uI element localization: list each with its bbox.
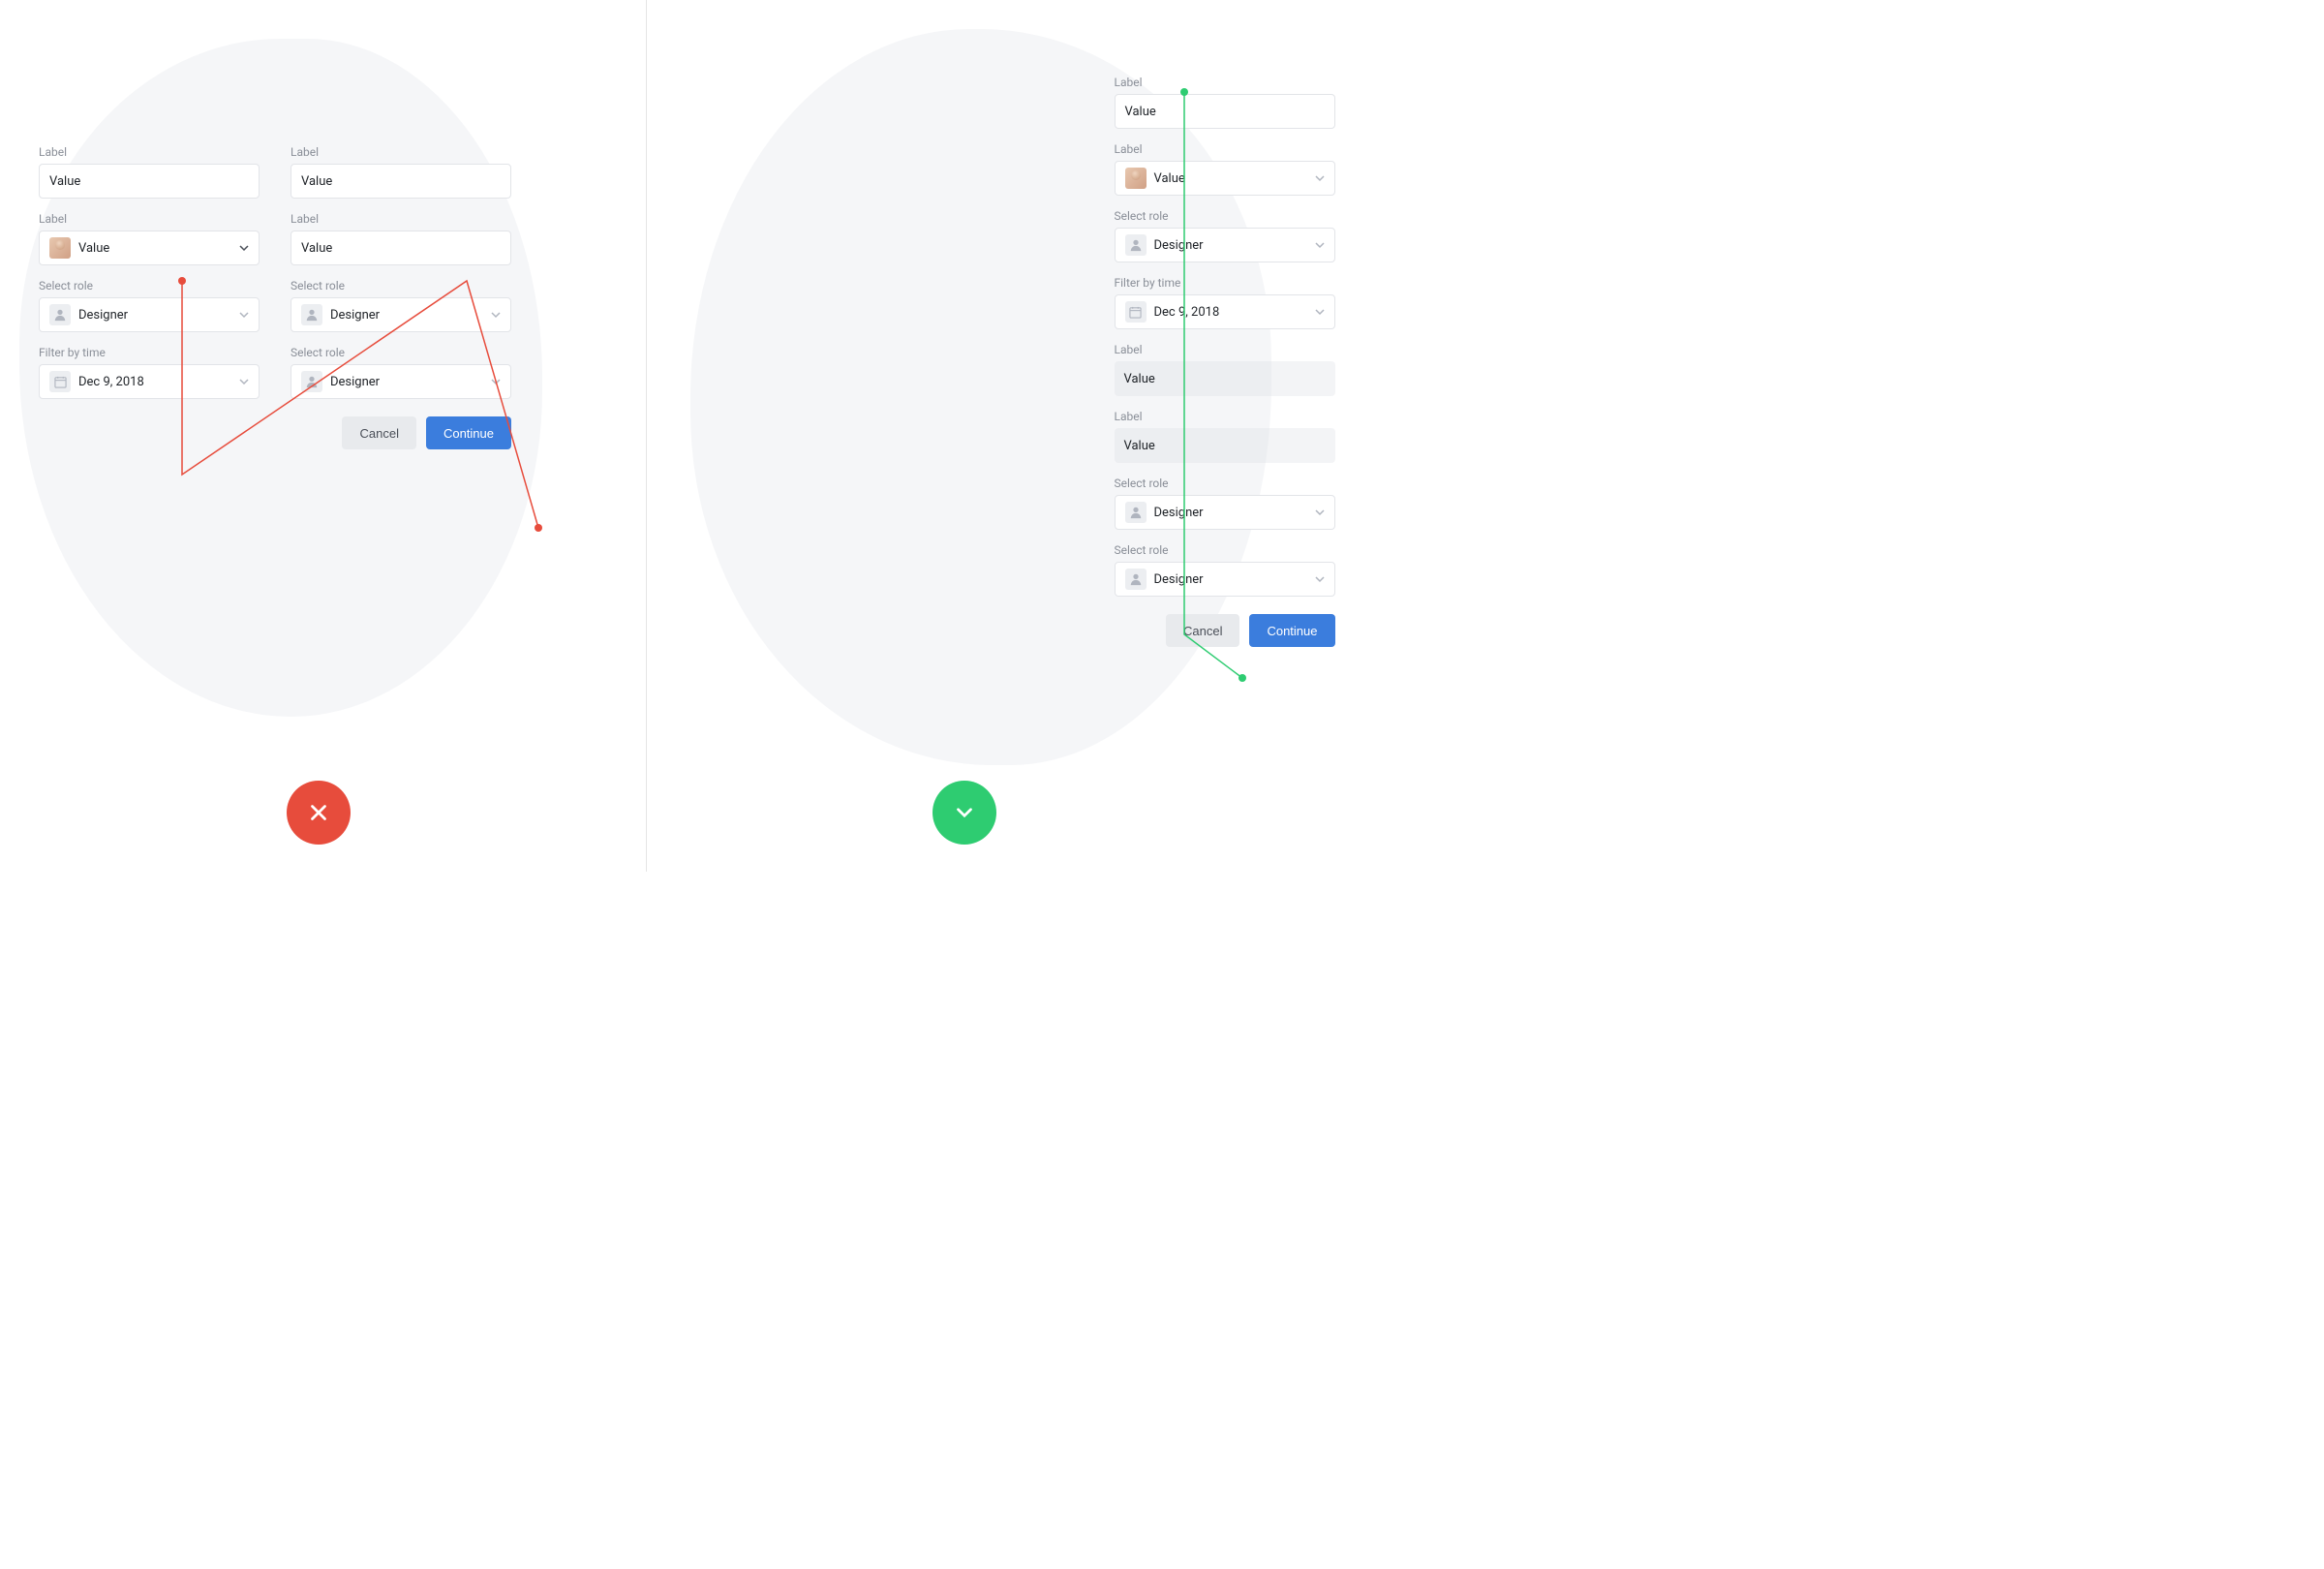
person-icon: [1125, 569, 1147, 590]
select-value: Value: [1154, 171, 1185, 186]
field-label: Label: [290, 145, 511, 159]
chevron-down-icon: [952, 800, 977, 825]
text-input[interactable]: Value: [1115, 94, 1335, 129]
role-select[interactable]: Designer: [39, 297, 260, 332]
form-column-2: Label Value Label Value Select role: [290, 145, 511, 449]
x-icon: [306, 800, 331, 825]
person-icon: [301, 371, 322, 392]
person-icon: [1125, 502, 1147, 523]
bad-indicator-badge: [287, 781, 351, 845]
role-select[interactable]: Designer: [290, 297, 511, 332]
select-value: Designer: [78, 308, 128, 323]
chevron-down-icon: [491, 310, 501, 320]
text-input[interactable]: Value: [1115, 428, 1335, 463]
input-value: Value: [49, 174, 80, 189]
text-input[interactable]: Value: [290, 164, 511, 199]
field-label: Select role: [1115, 543, 1335, 557]
select-value: Designer: [1154, 572, 1204, 587]
avatar-icon: [49, 237, 71, 259]
input-value: Value: [301, 174, 332, 189]
chevron-down-icon: [1315, 240, 1325, 250]
date-select[interactable]: Dec 9, 2018: [1115, 294, 1335, 329]
role-select[interactable]: Designer: [1115, 228, 1335, 262]
button-row: Cancel Continue: [290, 416, 511, 449]
chevron-down-icon: [491, 377, 501, 386]
chevron-down-icon: [239, 310, 249, 320]
select-value: Dec 9, 2018: [78, 375, 144, 389]
field-label: Label: [1115, 76, 1335, 89]
field-label: Filter by time: [1115, 276, 1335, 290]
good-example-panel: Label Value Label Value Select role: [646, 0, 1292, 872]
text-input[interactable]: Value: [1115, 361, 1335, 396]
avatar-select[interactable]: Value: [1115, 161, 1335, 196]
field-label: Label: [39, 145, 260, 159]
field-label: Label: [1115, 410, 1335, 423]
select-value: Dec 9, 2018: [1154, 305, 1220, 320]
chevron-down-icon: [239, 377, 249, 386]
field-label: Select role: [290, 279, 511, 292]
calendar-icon: [49, 371, 71, 392]
date-select[interactable]: Dec 9, 2018: [39, 364, 260, 399]
two-column-form: Label Value Label Value: [39, 145, 607, 449]
cancel-button[interactable]: Cancel: [342, 416, 415, 449]
field-label: Filter by time: [39, 346, 260, 359]
chevron-down-icon: [239, 243, 249, 253]
text-input[interactable]: Value: [39, 164, 260, 199]
role-select[interactable]: Designer: [1115, 495, 1335, 530]
person-icon: [1125, 234, 1147, 256]
bad-example-panel: Label Value Label Value: [0, 0, 646, 872]
comparison-layout: Label Value Label Value: [0, 0, 1291, 872]
input-value: Value: [1125, 105, 1156, 119]
continue-button[interactable]: Continue: [1249, 614, 1334, 647]
field-label: Label: [1115, 343, 1335, 356]
select-value: Designer: [330, 308, 380, 323]
field-label: Label: [1115, 142, 1335, 156]
field-label: Select role: [290, 346, 511, 359]
text-input[interactable]: Value: [290, 231, 511, 265]
chevron-down-icon: [1315, 173, 1325, 183]
form-column-1: Label Value Label Value: [39, 145, 260, 449]
good-indicator-badge: [933, 781, 996, 845]
avatar-icon: [1125, 168, 1147, 189]
calendar-icon: [1125, 301, 1147, 323]
role-select[interactable]: Designer: [1115, 562, 1335, 597]
field-label: Label: [290, 212, 511, 226]
cancel-button[interactable]: Cancel: [1166, 614, 1239, 647]
role-select[interactable]: Designer: [290, 364, 511, 399]
input-value: Value: [1124, 439, 1155, 453]
select-value: Value: [78, 241, 109, 256]
person-icon: [49, 304, 71, 325]
field-label: Select role: [39, 279, 260, 292]
continue-button[interactable]: Continue: [426, 416, 511, 449]
chevron-down-icon: [1315, 508, 1325, 517]
chevron-down-icon: [1315, 574, 1325, 584]
chevron-down-icon: [1315, 307, 1325, 317]
select-value: Designer: [330, 375, 380, 389]
input-value: Value: [1124, 372, 1155, 386]
person-icon: [301, 304, 322, 325]
field-label: Select role: [1115, 477, 1335, 490]
field-label: Select role: [1115, 209, 1335, 223]
field-label: Label: [39, 212, 260, 226]
input-value: Value: [301, 241, 332, 256]
button-row: Cancel Continue: [1115, 614, 1335, 647]
select-value: Designer: [1154, 238, 1204, 253]
single-column-form: Label Value Label Value Select role: [1115, 76, 1335, 647]
avatar-select[interactable]: Value: [39, 231, 260, 265]
select-value: Designer: [1154, 506, 1204, 520]
